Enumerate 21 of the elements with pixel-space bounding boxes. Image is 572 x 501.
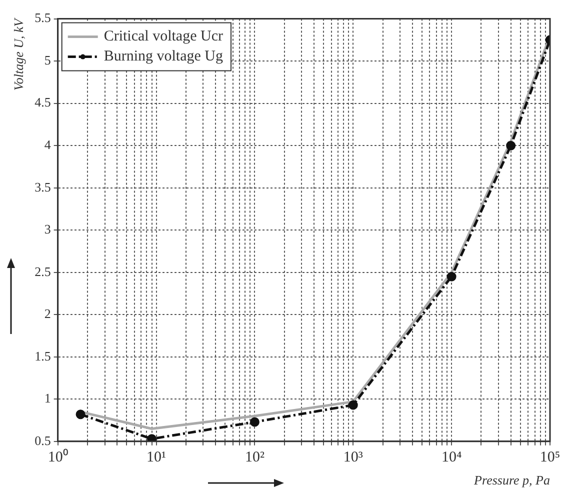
legend-label: Burning voltage Ug: [104, 48, 224, 65]
y-tick-label: 3.5: [34, 179, 51, 194]
x-axis-title: Pressure p, Pa: [473, 472, 550, 488]
x-tick-label: 10²: [244, 449, 265, 466]
x-tick-label: 10⁵: [540, 449, 560, 466]
legend-label: Critical voltage Ucr: [104, 28, 223, 45]
y-tick-label: 1.5: [34, 348, 51, 364]
y-tick-label: 5.5: [34, 10, 51, 26]
y-tick-label: 2: [44, 306, 51, 322]
x-tick-label: 10³: [343, 449, 364, 466]
y-tick-label: 4.5: [34, 94, 51, 110]
y-tick-label: 0.5: [34, 432, 51, 448]
y-tick-label: 4: [44, 137, 52, 152]
y-tick-label: 5: [44, 52, 51, 68]
x-tick-label: 10⁴: [441, 449, 462, 466]
x-tick-label: 10¹: [146, 449, 166, 466]
y-axis-title: Voltage U, kV: [11, 16, 26, 91]
y-tick-label: 1: [44, 390, 51, 406]
y-tick-label: 3: [44, 222, 51, 237]
y-tick-label: 2.5: [34, 264, 51, 279]
x-tick-label: 10⁰: [48, 448, 68, 466]
